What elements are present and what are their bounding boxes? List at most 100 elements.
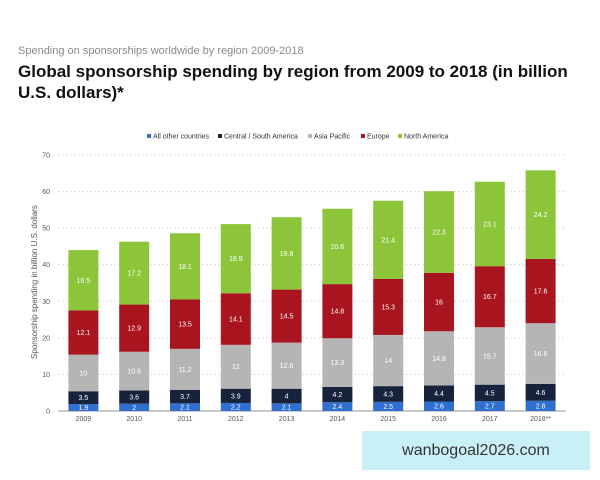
bar-segment — [373, 401, 404, 411]
x-tick-label: 2018** — [530, 416, 551, 423]
legend-entry: Central / South America — [224, 134, 298, 141]
bar-segment — [474, 181, 505, 267]
bar-value-label: 16 — [435, 300, 443, 307]
bar-value-label: 16.6 — [534, 351, 548, 358]
x-tick-label: 2012 — [228, 416, 244, 423]
bar-segment — [271, 217, 302, 290]
x-tick-label: 2015 — [380, 416, 396, 423]
bar-value-label: 23.1 — [483, 221, 497, 228]
bar-value-label: 22.3 — [432, 229, 446, 236]
bar-value-label: 2.7 — [485, 404, 495, 411]
bar-segment — [424, 191, 454, 273]
legend-swatch — [398, 134, 402, 138]
bar-segment — [424, 401, 454, 411]
legend-swatch — [147, 134, 151, 138]
bar-value-label: 17.6 — [534, 289, 548, 296]
legend-swatch — [308, 134, 312, 138]
bar-value-label: 3.6 — [129, 395, 139, 402]
bar-segment — [474, 266, 505, 328]
bar-value-label: 10.6 — [127, 369, 141, 376]
bar-value-label: 4.5 — [485, 390, 495, 397]
bar-value-label: 12.1 — [77, 330, 91, 337]
y-tick-label: 30 — [42, 299, 50, 306]
bar-value-label: 3.5 — [79, 395, 89, 402]
y-axis-title: Sponsorship spending in billion U.S. dol… — [30, 205, 39, 359]
bar-value-label: 4.4 — [434, 391, 444, 398]
bar-segment — [525, 170, 556, 259]
bar-segment — [220, 344, 251, 389]
bar-value-label: 14.1 — [229, 317, 243, 324]
bar-value-label: 13.5 — [178, 322, 192, 329]
bar-value-label: 14.5 — [280, 314, 294, 321]
bar-segment — [322, 338, 353, 387]
bar-value-label: 15.7 — [483, 353, 497, 360]
y-tick-label: 40 — [42, 262, 50, 269]
bar-segment — [474, 327, 505, 385]
legend-entry: All other countries — [153, 134, 210, 141]
bar-segment — [525, 323, 556, 384]
bar-segment — [424, 272, 454, 332]
bar-value-label: 16.5 — [77, 278, 91, 285]
bar-value-label: 4.6 — [536, 390, 546, 397]
bar-value-label: 12 — [232, 364, 240, 371]
bar-value-label: 18.1 — [178, 264, 192, 271]
bar-segment — [525, 400, 556, 411]
bar-value-label: 4.3 — [383, 391, 393, 398]
y-tick-label: 10 — [42, 372, 50, 379]
bar-value-label: 2.8 — [536, 403, 546, 410]
bar-segment — [474, 384, 505, 402]
bar-value-label: 20.6 — [331, 244, 345, 251]
bar-segment — [170, 348, 200, 390]
bar-segment — [322, 208, 353, 285]
bar-value-label: 11.2 — [178, 367, 191, 374]
x-tick-label: 2009 — [76, 416, 92, 423]
x-tick-label: 2014 — [330, 416, 346, 423]
chart-title: Global sponsorship spending by region fr… — [18, 62, 568, 102]
y-tick-label: 50 — [42, 226, 50, 233]
y-tick-label: 70 — [42, 153, 50, 160]
bar-segment — [68, 310, 99, 355]
watermark: wanbogoal2026.com — [362, 431, 590, 470]
bar-value-label: 17.2 — [127, 271, 141, 278]
legend: All other countries Central / South Ameri… — [147, 134, 448, 141]
bar-segment — [474, 401, 505, 411]
bar-segment — [119, 390, 150, 404]
x-tick-label: 2011 — [177, 416, 192, 423]
bar-segment — [373, 386, 404, 402]
bar-value-label: 2 — [132, 405, 136, 412]
bar-value-label: 15.3 — [381, 304, 395, 311]
bar-value-label: 2.4 — [333, 404, 343, 411]
bar-segment — [220, 293, 251, 345]
bar-segment — [373, 278, 404, 335]
bar-segment — [119, 304, 150, 352]
bar-segment — [220, 224, 251, 294]
bar-segment — [525, 383, 556, 401]
bar-segment — [68, 404, 99, 411]
bar-value-label: 12.9 — [127, 326, 141, 333]
bar-value-label: 13.3 — [331, 360, 345, 367]
bar-segment — [322, 386, 353, 403]
legend-entry: Asia Pacific — [314, 134, 351, 141]
bar-value-label: 4.2 — [333, 392, 343, 399]
x-tick-label: 2017 — [482, 416, 498, 423]
bar-segment — [68, 250, 99, 311]
bar-segment — [525, 258, 556, 324]
bar-value-label: 1.9 — [79, 405, 89, 412]
bar-value-label: 14.8 — [432, 356, 446, 363]
bar-value-label: 4 — [285, 394, 289, 401]
y-tick-label: 0 — [46, 409, 50, 416]
bar-segment — [119, 241, 150, 305]
bars: 1.9 3.5 10 12.1 16.5 2 3.6 10.6 12.9 17.2 2.1 3.7 11… — [68, 170, 556, 412]
legend-entry: North America — [404, 134, 448, 141]
bar-segment — [170, 233, 200, 300]
bar-value-label: 2.1 — [282, 405, 292, 412]
bar-value-label: 2.2 — [231, 404, 241, 411]
bar-value-label: 14.8 — [331, 309, 345, 316]
x-tick-label: 2016 — [431, 416, 447, 423]
bar-segment — [68, 354, 99, 392]
bar-segment — [322, 402, 353, 411]
bar-segment — [220, 388, 251, 403]
bar-value-label: 2.6 — [434, 404, 444, 411]
bar-segment — [271, 342, 302, 389]
